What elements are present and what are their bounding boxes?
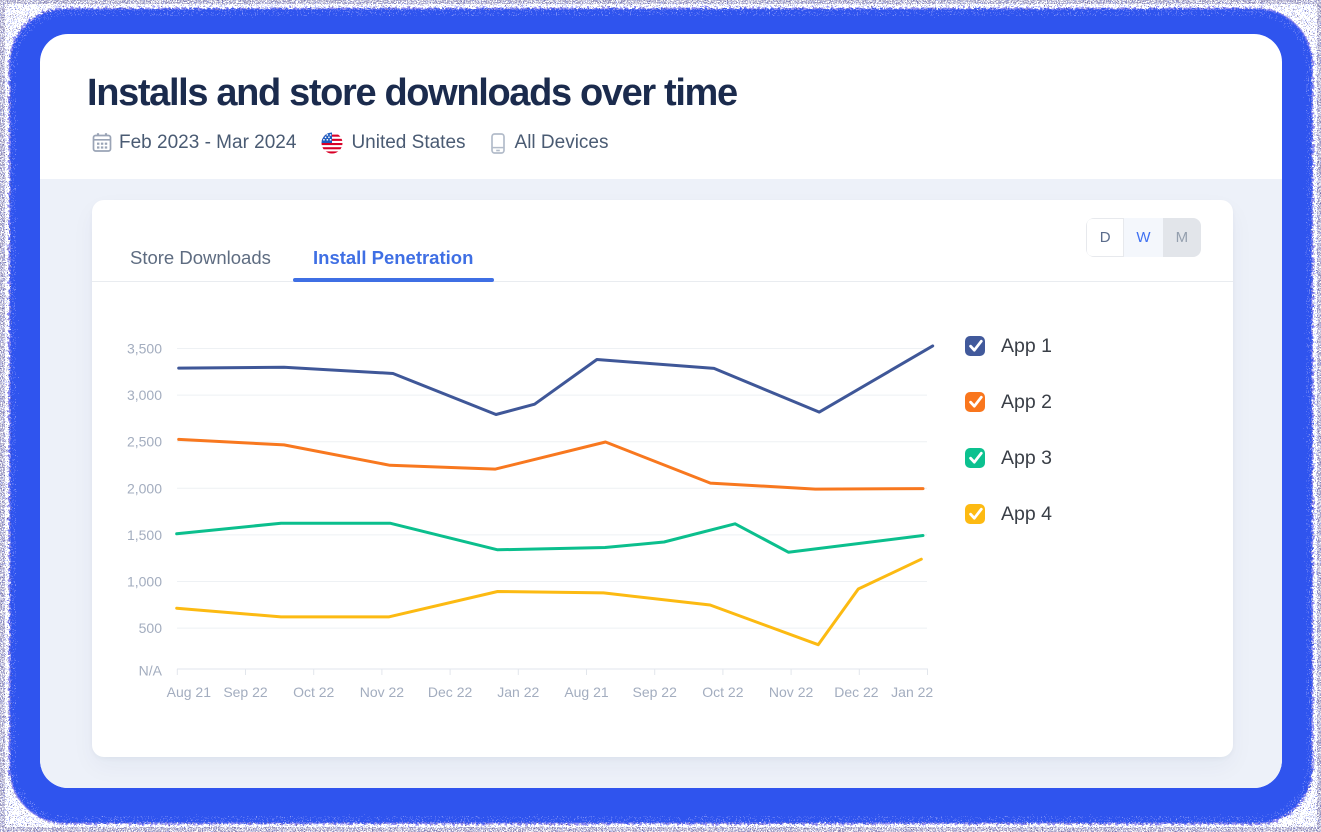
- svg-text:3,500: 3,500: [127, 341, 162, 357]
- svg-text:Jan 22: Jan 22: [497, 684, 539, 700]
- svg-text:1,500: 1,500: [127, 527, 162, 543]
- svg-text:Nov 22: Nov 22: [769, 684, 814, 700]
- svg-text:Jan 22: Jan 22: [891, 684, 933, 700]
- svg-text:500: 500: [139, 620, 163, 636]
- svg-text:Dec 22: Dec 22: [834, 684, 879, 700]
- svg-text:1,000: 1,000: [127, 574, 162, 590]
- svg-text:2,500: 2,500: [127, 434, 162, 450]
- svg-text:Aug 21: Aug 21: [167, 684, 212, 700]
- svg-text:Dec 22: Dec 22: [428, 684, 473, 700]
- svg-text:3,000: 3,000: [127, 387, 162, 403]
- svg-text:2,000: 2,000: [127, 480, 162, 496]
- svg-text:Aug 21: Aug 21: [564, 684, 609, 700]
- svg-text:Oct 22: Oct 22: [702, 684, 743, 700]
- svg-text:N/A: N/A: [139, 663, 163, 679]
- svg-text:Nov 22: Nov 22: [360, 684, 405, 700]
- svg-text:Sep 22: Sep 22: [223, 684, 268, 700]
- svg-text:Oct 22: Oct 22: [293, 684, 334, 700]
- svg-text:Sep 22: Sep 22: [633, 684, 678, 700]
